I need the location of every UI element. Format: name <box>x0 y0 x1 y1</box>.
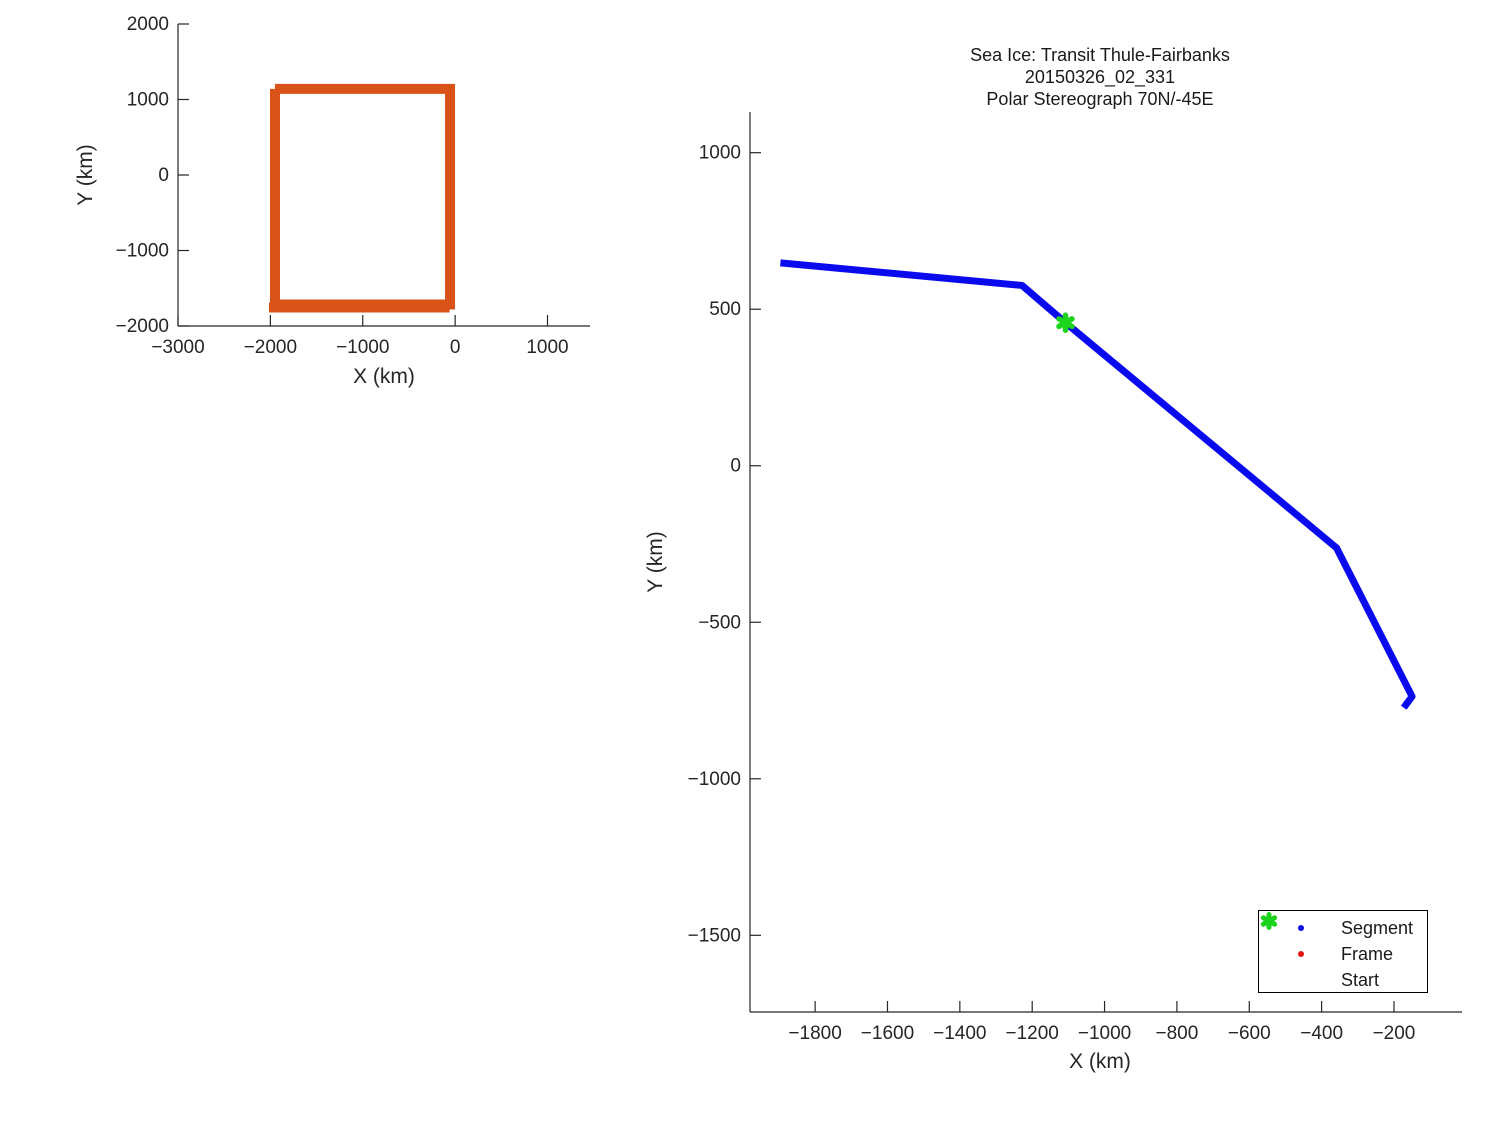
transit-title-line2: 20150326_02_331 <box>1024 67 1176 87</box>
y-tick-label: −2000 <box>116 316 169 337</box>
legend-row-start: Start <box>1259 912 1427 993</box>
x-tick-label: 0 <box>450 337 461 358</box>
x-tick-label: −400 <box>1300 1023 1343 1044</box>
x-tick-label: −3000 <box>151 337 204 358</box>
x-tick-label: −1400 <box>933 1023 986 1044</box>
legend-row-segment: Segment <box>1259 915 1427 941</box>
y-tick-label: −500 <box>698 612 741 633</box>
transit-xlabel: X (km) <box>1069 1050 1131 1073</box>
x-tick-label: 1000 <box>526 337 568 358</box>
legend-label-frame: Frame <box>1341 943 1394 964</box>
x-tick-label: −1000 <box>1078 1023 1131 1044</box>
transit-title-line3: Polar Stereograph 70N/-45E <box>986 89 1214 109</box>
legend-row-frame: Frame <box>1259 941 1427 967</box>
x-tick-label: −800 <box>1156 1023 1199 1044</box>
x-tick-label: −2000 <box>244 337 297 358</box>
start-marker <box>1056 316 1075 330</box>
y-tick-label: 0 <box>730 456 741 477</box>
y-tick-label: 500 <box>709 299 741 320</box>
y-tick-label: −1000 <box>688 769 741 790</box>
series-swath-outline <box>269 83 456 310</box>
legend-label-segment: Segment <box>1341 917 1414 938</box>
y-tick-label: −1000 <box>116 241 169 262</box>
x-tick-label: −200 <box>1373 1023 1416 1044</box>
x-tick-label: −1000 <box>336 337 389 358</box>
segment-dot-icon <box>1283 925 1319 931</box>
transit-title: Sea Ice: Transit Thule-Fairbanks 2015032… <box>970 44 1230 110</box>
x-tick-label: −1200 <box>1006 1023 1059 1044</box>
overview-xlabel: X (km) <box>353 365 415 388</box>
y-tick-label: −1500 <box>688 925 741 946</box>
x-tick-label: −600 <box>1228 1023 1271 1044</box>
transit-title-line1: Sea Ice: Transit Thule-Fairbanks <box>970 45 1230 65</box>
y-tick-label: 1000 <box>127 90 169 111</box>
x-tick-label: −1800 <box>788 1023 841 1044</box>
overview-ylabel: Y (km) <box>74 144 97 206</box>
frame-dot-icon <box>1283 951 1319 957</box>
legend-box: Segment Frame Start <box>1258 910 1428 993</box>
y-tick-label: 2000 <box>127 14 169 35</box>
y-tick-label: 1000 <box>699 143 741 164</box>
transit-plot: −1800 −1600 −1400 −1200 −1000 −800 −600 −400 −20… <box>688 112 1462 1044</box>
legend-label-start: Start <box>1341 969 1380 990</box>
transit-ylabel: Y (km) <box>644 531 667 593</box>
x-tick-label: −1600 <box>861 1023 914 1044</box>
y-tick-label: 0 <box>158 165 169 186</box>
series-segment-track <box>780 259 1416 710</box>
